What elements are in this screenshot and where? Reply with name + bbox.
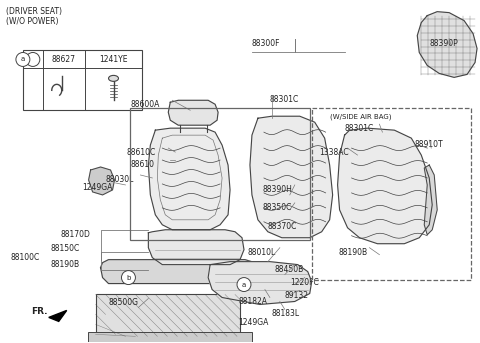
Text: 88100C: 88100C [11,253,40,262]
Polygon shape [148,230,244,264]
Text: 88370C: 88370C [268,222,297,231]
Text: 88030L: 88030L [106,175,134,184]
Polygon shape [148,128,230,230]
Text: 1338AC: 1338AC [320,148,349,157]
Polygon shape [49,310,67,321]
Bar [131,108,310,240]
Text: 88183L: 88183L [272,309,300,318]
Text: 88500G: 88500G [108,298,139,307]
Text: 88182A: 88182A [238,297,267,307]
Text: FR.: FR. [31,307,48,317]
Circle shape [26,52,40,67]
Text: 88301C: 88301C [270,95,299,104]
Circle shape [237,277,251,292]
Text: 88450B: 88450B [275,264,304,274]
Text: 88301C: 88301C [345,124,374,133]
Text: a: a [21,57,25,62]
Text: 88150C: 88150C [51,244,80,253]
Text: 88190B: 88190B [338,248,368,257]
Bar [88,332,252,342]
Bar [312,108,471,280]
Text: 1249GA: 1249GA [83,183,113,192]
Text: (DRIVER SEAT)
(W/O POWER): (DRIVER SEAT) (W/O POWER) [6,7,62,26]
Text: a: a [31,57,35,62]
Ellipse shape [108,75,119,81]
Text: 88350C: 88350C [263,203,292,212]
Polygon shape [208,262,312,305]
Polygon shape [424,165,437,235]
Text: 88610C: 88610C [126,148,156,157]
Polygon shape [89,167,115,195]
Polygon shape [101,260,258,284]
Text: 88910T: 88910T [414,140,443,149]
Polygon shape [168,100,218,125]
Text: 1241YE: 1241YE [99,55,128,64]
Text: 1249GA: 1249GA [238,318,268,328]
Text: 88190B: 88190B [51,260,80,269]
Polygon shape [417,12,477,78]
Text: 1220FC: 1220FC [290,277,319,286]
Polygon shape [250,116,333,238]
Text: (W/SIDE AIR BAG): (W/SIDE AIR BAG) [330,113,391,120]
Bar [96,295,240,336]
Polygon shape [337,128,432,244]
Text: 88600A: 88600A [131,100,160,109]
Text: 88390P: 88390P [429,38,458,48]
Circle shape [16,52,30,67]
Text: 88170D: 88170D [61,230,91,239]
Text: 88010L: 88010L [248,248,276,257]
Text: 88627: 88627 [52,55,76,64]
Text: 89132: 89132 [285,291,309,299]
Text: a: a [242,282,246,287]
Circle shape [121,271,135,285]
Text: 88300F: 88300F [252,38,280,48]
Text: 88610: 88610 [131,160,155,169]
Text: 88390H: 88390H [263,185,293,194]
Text: b: b [126,274,131,281]
Bar [23,50,143,110]
